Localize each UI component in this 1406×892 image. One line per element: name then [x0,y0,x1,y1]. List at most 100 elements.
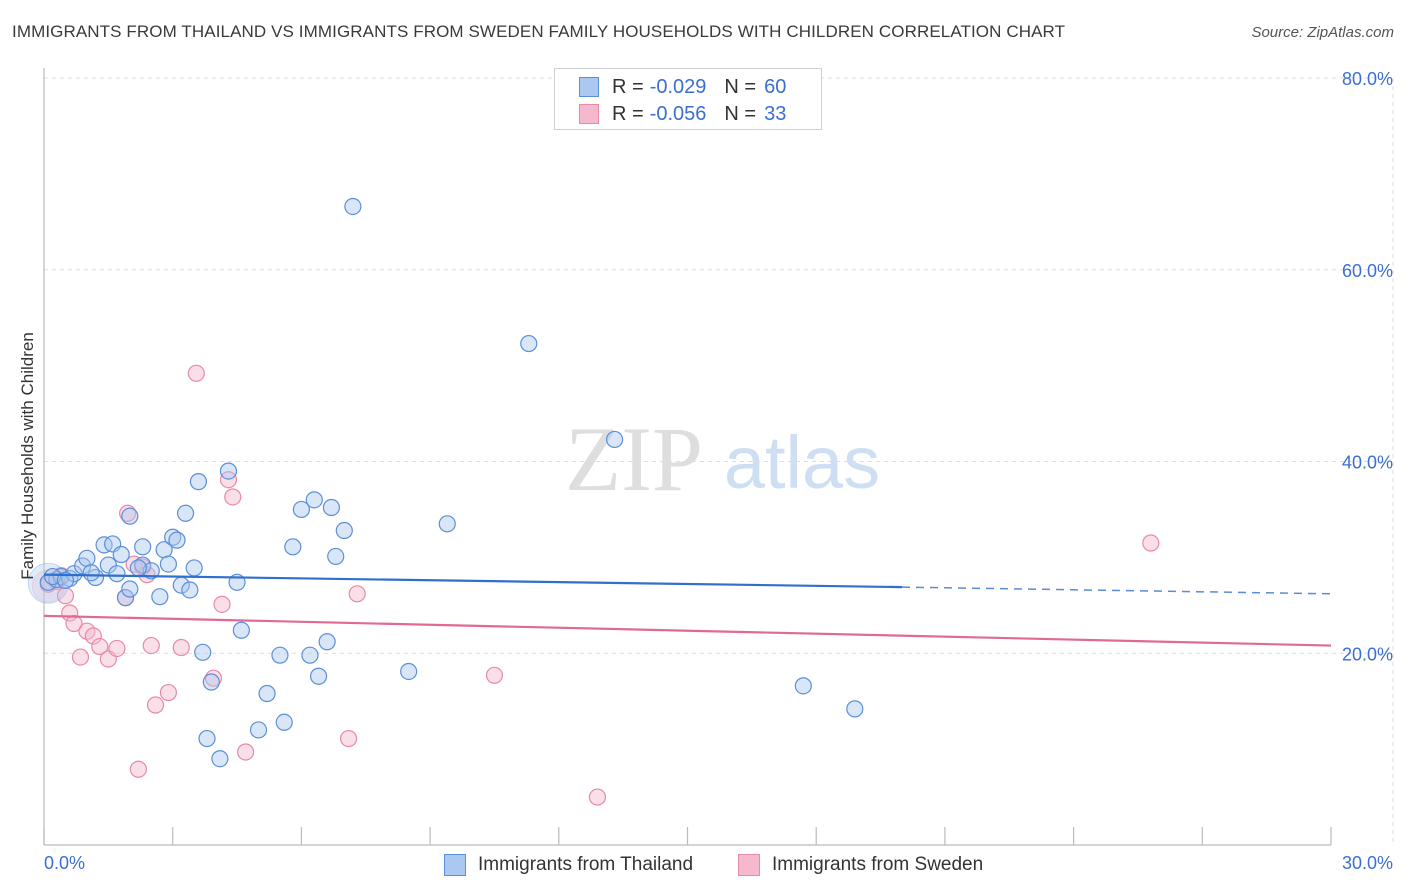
sweden-swatch [579,104,599,124]
n-value-sweden: 33 [764,102,787,125]
sweden-point [485,666,504,684]
sweden-point [91,637,109,656]
thailand-point [151,588,169,606]
thailand-point [198,729,216,748]
sweden-point [142,636,160,655]
thailand-point [520,334,538,353]
sweden-legend-swatch [738,854,760,876]
thailand-point [202,673,220,691]
thailand-point [292,500,310,519]
sweden-point [84,627,102,645]
legend-item-sweden[interactable]: Immigrants from Sweden [738,852,983,878]
thailand-point [176,504,195,522]
thailand-point [335,521,353,540]
watermark-atlas: atlas [724,421,880,504]
legend-item-thailand[interactable]: Immigrants from Thailand [444,852,693,878]
thailand-point [99,556,117,574]
thailand-point [78,549,96,567]
thailand-point [181,581,199,599]
watermark-zip: ZIP [565,408,703,510]
y-tick-label: 80.0% [1342,69,1393,89]
trend-lines [43,573,1332,647]
thailand-swatch [579,77,599,97]
source-label: Source: ZipAtlas.com [1251,24,1394,41]
thailand-point [121,580,139,598]
thailand-points [27,197,864,768]
sweden-point [187,364,205,382]
thailand-point [309,667,328,685]
axes [43,68,1332,846]
legend-row-thailand: R = -0.029 N = 60 [579,74,786,100]
r-label: R = [612,75,644,98]
thailand-point [232,621,250,639]
r-label: R = [612,102,644,125]
sweden-point [1142,534,1160,552]
thailand-point [271,646,289,664]
legend-row-sweden: R = -0.056 N = 33 [579,101,786,127]
sweden-point [172,638,190,657]
sweden-point [56,587,75,605]
thailand-point [318,633,336,651]
thailand-point [211,750,229,768]
thailand-trend-line [43,573,903,589]
thailand-point [438,515,456,533]
sweden-trend-line [43,614,1332,647]
sweden-point [348,585,366,603]
r-value-sweden: -0.056 [649,102,707,125]
thailand-point [112,545,130,564]
sweden-point [108,639,126,658]
thailand-point [142,562,160,580]
thailand-legend-swatch [444,854,466,876]
thailand-point [249,721,268,739]
thailand-point [327,547,345,566]
sweden-point [119,504,137,522]
sweden-point [237,743,255,761]
sweden-point [339,729,358,748]
thailand-point [159,555,178,573]
thailand-point [134,538,152,556]
thailand-point [794,677,812,695]
thailand-point [108,565,126,583]
thailand-point [116,589,135,607]
chart-title: IMMIGRANTS FROM THAILAND VS IMMIGRANTS F… [12,22,1066,41]
n-label: N = [724,75,757,98]
thailand-point [400,662,418,681]
thailand-point [56,571,75,589]
y-axis-label: Family Households with Children [18,332,37,580]
thailand-point [129,559,147,577]
thailand-point [284,538,302,556]
y-tick-label: 60.0% [1342,261,1393,281]
n-label: N = [724,102,757,125]
thailand-point [95,536,113,554]
sweden-point [146,696,165,714]
y-tick-label: 40.0% [1342,453,1393,473]
thailand-point [168,531,186,549]
sweden-point [588,788,607,806]
thailand-point [43,567,62,586]
thailand-point [301,646,319,664]
thailand-point [275,713,293,731]
watermark: ZIP atlas [565,408,880,510]
thailand-point [185,559,203,577]
thailand-point [305,491,323,509]
correlation-legend: R = -0.029 N = 60 R = -0.056 N = 33 [554,68,822,130]
thailand-point [322,498,341,517]
thailand-point [846,700,864,718]
thailand-point [82,564,100,582]
thailand-point [121,507,139,525]
sweden-point [213,595,231,613]
thailand-trend-extension [901,586,1332,595]
thailand-point [344,197,362,216]
sweden-point [224,488,242,506]
sweden-point [71,648,90,666]
sweden-point [129,760,147,778]
tick-labels: 20.0% 40.0% 60.0% 80.0% 0.0% 30.0% [44,69,1393,873]
n-value-thailand: 60 [764,75,787,98]
x-tick-label: 0.0% [44,853,85,873]
thailand-point [605,430,624,449]
sweden-point [159,683,178,702]
thailand-point [219,462,238,480]
legend-label-sweden: Immigrants from Sweden [772,854,984,875]
thailand-point [194,643,212,661]
